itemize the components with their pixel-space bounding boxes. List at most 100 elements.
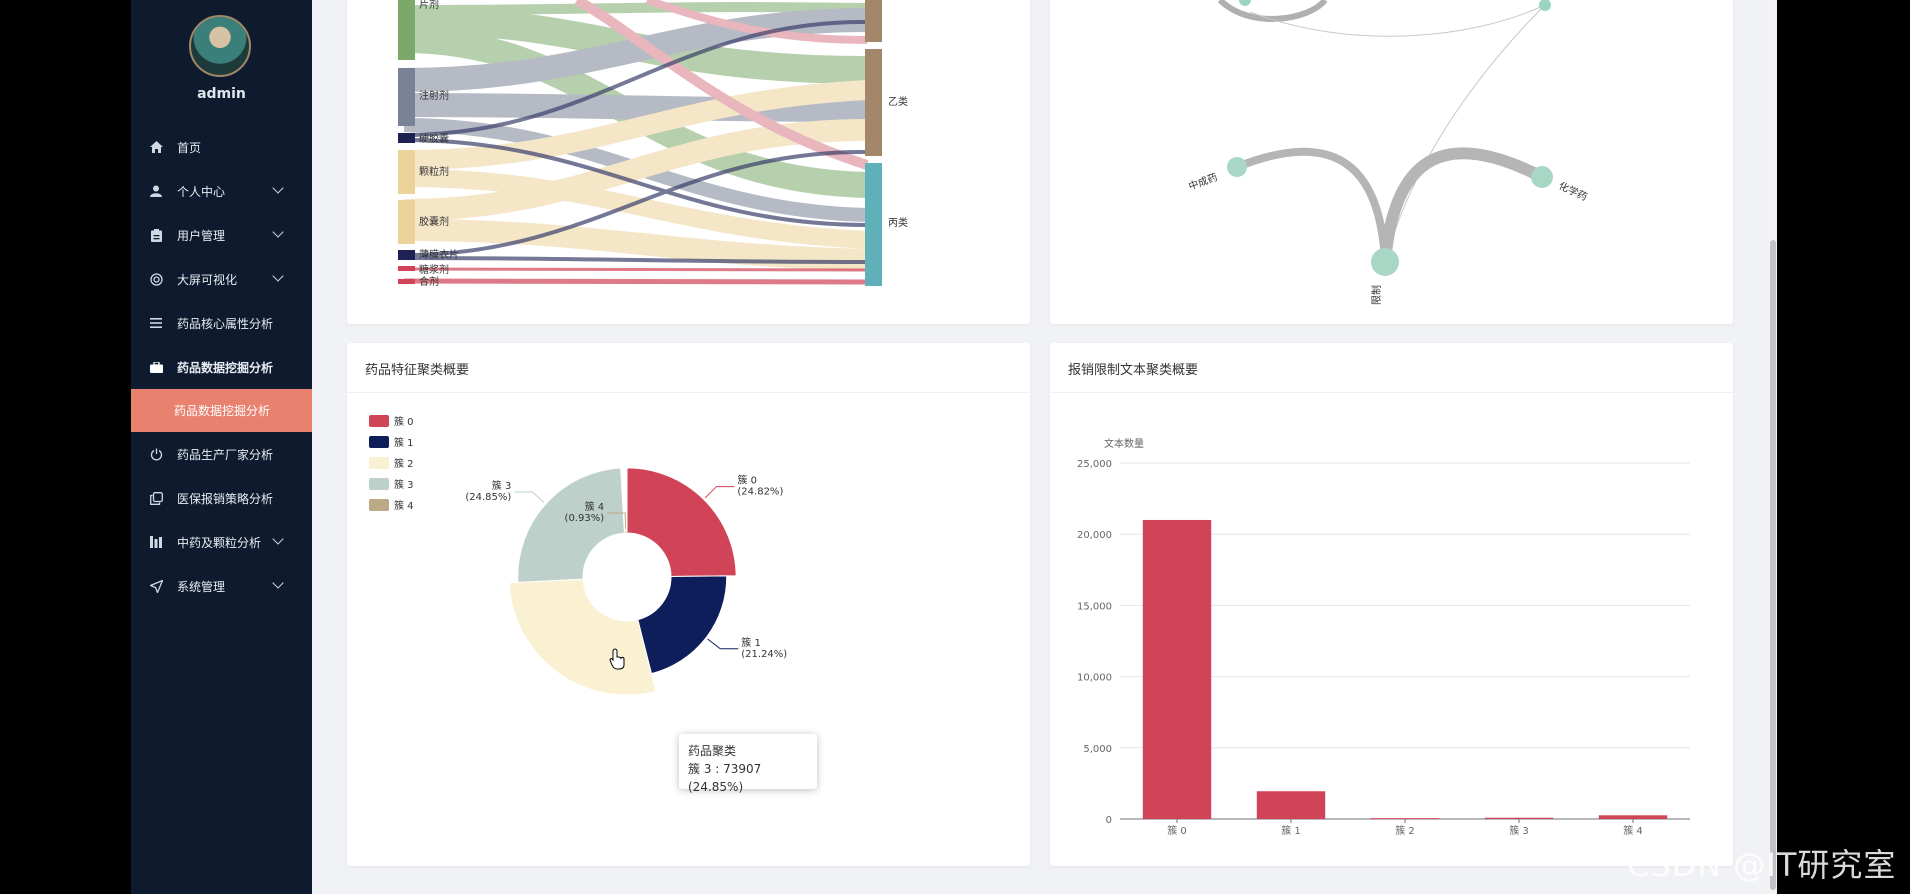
card-divider (347, 392, 1030, 393)
sankey-node-label: 硬胶囊 (419, 132, 449, 145)
list-icon (149, 316, 163, 330)
pie-label-line (514, 491, 545, 504)
scrollbar[interactable] (1769, 0, 1777, 894)
home-icon (149, 140, 163, 154)
sidebar-item-label: 个人中心 (177, 184, 226, 199)
y-tick-label: 25,000 (1077, 459, 1112, 470)
sidebar-item-insurance[interactable]: 医保报销策略分析 (131, 476, 312, 520)
tooltip-title: 药品聚类 (688, 744, 737, 758)
graph-node-label: 化学药 (1557, 179, 1590, 203)
main-content: 片剂 注射剂 硬胶囊 颗粒剂 胶囊剂 薄膜衣片 糖浆剂 合剂 乙类 丙类 (312, 0, 1777, 894)
bar (1256, 791, 1326, 819)
pie-label: (24.82%) (737, 487, 783, 498)
pie-label: 簇 0 (737, 474, 757, 487)
x-tick-label: 簇 4 (1623, 824, 1643, 837)
pie-label-line (707, 638, 739, 650)
y-tick-label: 5,000 (1083, 744, 1112, 755)
username: admin (197, 86, 246, 102)
x-tick-label: 簇 2 (1395, 824, 1415, 837)
x-tick-label: 簇 3 (1509, 824, 1529, 837)
card-title: 报销限制文本聚类概要 (1068, 363, 1199, 378)
pie-label: 簇 4 (585, 500, 605, 513)
legend-item: 簇 4 (394, 499, 414, 512)
legend-item: 簇 0 (394, 415, 414, 428)
y-tick-label: 10,000 (1077, 673, 1112, 684)
chevron-down-icon (272, 226, 284, 238)
bar (1598, 815, 1668, 819)
app-window: admin 首页 个人中心 用户管理 大屏可视化 (131, 0, 1777, 894)
graph-chart[interactable]: 中成药 化学药 限制 (1050, 0, 1733, 324)
bar (1142, 519, 1212, 819)
sankey-chart[interactable]: 片剂 注射剂 硬胶囊 颗粒剂 胶囊剂 薄膜衣片 糖浆剂 合剂 乙类 丙类 (347, 0, 1030, 324)
barchart-icon (149, 535, 163, 549)
sidebar-item-manufacturers[interactable]: 药品生产厂家分析 (131, 432, 312, 476)
pie-slice (623, 530, 628, 534)
y-tick-label: 15,000 (1077, 601, 1112, 612)
target-icon (149, 272, 163, 286)
pie-label-line (704, 486, 735, 499)
legend-item: 簇 3 (394, 478, 414, 491)
sidebar-item-profile[interactable]: 个人中心 (131, 169, 312, 213)
sankey-node-label: 颗粒剂 (419, 165, 449, 178)
x-tick-label: 簇 0 (1167, 824, 1187, 837)
clipboard-icon (149, 228, 163, 242)
graph-card: 中成药 化学药 限制 (1050, 0, 1733, 324)
bar (1370, 818, 1440, 820)
pie-label: (21.24%) (741, 649, 787, 660)
sidebar-item-data-mining[interactable]: 药品数据挖掘分析 (131, 345, 312, 389)
sidebar-item-label: 医保报销策略分析 (177, 491, 274, 506)
watermark: CSDN @IT研究室 (1627, 846, 1897, 884)
card-divider (1050, 392, 1733, 393)
sidebar-item-users[interactable]: 用户管理 (131, 213, 312, 257)
pie-card: 药品特征聚类概要 簇 0 (24.82%) 簇 1 (21.24%) 簇 3 (24.85… (347, 343, 1030, 866)
sidebar-item-label: 首页 (177, 140, 202, 155)
pie-label-line (607, 512, 627, 530)
submenu-item-data-mining[interactable]: 药品数据挖掘分析 (131, 389, 312, 432)
sidebar-item-label: 用户管理 (177, 228, 226, 243)
y-axis-label: 文本数量 (1104, 437, 1144, 450)
sankey-node-label: 薄膜衣片 (419, 248, 459, 261)
legend-swatch (369, 436, 389, 448)
pie-slice (637, 575, 728, 675)
scrollbar-thumb[interactable] (1770, 240, 1776, 890)
sidebar-item-tcm[interactable]: 中药及颗粒分析 (131, 520, 312, 564)
sidebar-item-label: 药品核心属性分析 (177, 316, 274, 331)
pie-label: (24.85%) (465, 492, 511, 503)
sidebar-item-label: 药品数据挖掘分析 (177, 360, 274, 375)
sidebar-item-home[interactable]: 首页 (131, 125, 312, 169)
send-icon (149, 579, 163, 593)
sidebar-item-dashboard[interactable]: 大屏可视化 (131, 257, 312, 301)
sankey-card: 片剂 注射剂 硬胶囊 颗粒剂 胶囊剂 薄膜衣片 糖浆剂 合剂 乙类 丙类 (347, 0, 1030, 324)
briefcase-icon (149, 360, 163, 374)
sankey-node-label: 片剂 (419, 0, 439, 11)
tooltip-value: 簇 3 : 73907 (24.85%) (688, 762, 762, 794)
power-icon (149, 447, 163, 461)
legend-swatch (369, 457, 389, 469)
y-tick-label: 20,000 (1077, 530, 1112, 541)
x-tick-label: 簇 1 (1281, 824, 1301, 837)
legend-item: 簇 1 (394, 436, 414, 449)
sankey-node-label: 丙类 (888, 216, 908, 229)
chevron-down-icon (272, 182, 284, 194)
sidebar-item-label: 中药及颗粒分析 (177, 535, 262, 550)
sankey-node-label: 注射剂 (419, 89, 449, 102)
sankey-node-label: 糖浆剂 (419, 263, 449, 276)
sankey-node-label: 乙类 (888, 95, 908, 108)
chevron-down-icon (272, 533, 284, 545)
card-title: 药品特征聚类概要 (365, 363, 470, 378)
bar-card: 报销限制文本聚类概要 0 5,000 10,000 15,000 20,000 25,00… (1050, 343, 1733, 866)
sidebar-item-system[interactable]: 系统管理 (131, 564, 312, 608)
pie-label: (0.93%) (565, 513, 605, 524)
sidebar-item-core-attributes[interactable]: 药品核心属性分析 (131, 301, 312, 345)
sidebar: admin 首页 个人中心 用户管理 大屏可视化 (131, 0, 312, 894)
legend-swatch (369, 415, 389, 427)
pie-label: 簇 1 (741, 636, 761, 649)
avatar[interactable] (189, 15, 251, 77)
chevron-down-icon (272, 270, 284, 282)
rose-pie-chart[interactable]: 簇 0(24.82%)簇 1(21.24%)簇 3(24.85%)簇 4(0.9… (347, 343, 1030, 866)
graph-node-label: 中成药 (1187, 170, 1220, 192)
pie-label: 簇 3 (492, 479, 512, 492)
submenu-item-label: 药品数据挖掘分析 (174, 404, 271, 418)
y-tick-label: 0 (1106, 815, 1112, 826)
